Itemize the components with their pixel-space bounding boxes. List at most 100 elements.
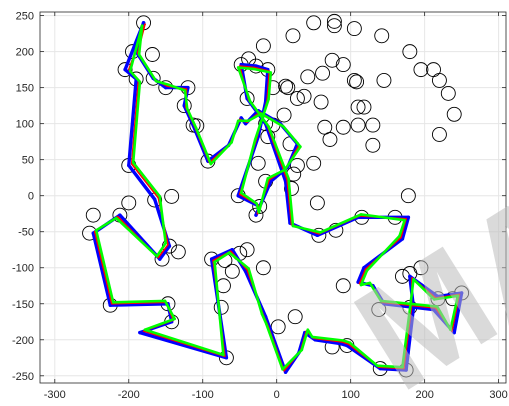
series-red-point [458,293,461,296]
series-red-point [144,23,146,26]
waypoint-circle [164,188,180,204]
tick-labels: -300 -200 -100 0 100 200 300 250 200 150 100 50 0 -50… [12,11,508,401]
series-green-point [228,251,231,254]
waypoint-circle [144,47,160,62]
series-green-point [140,24,144,27]
waypoint-circle [250,155,266,171]
path-series [91,21,464,374]
y-tick-label: 150 [16,83,34,95]
series-blue-point [164,85,168,90]
series-blue-point [186,85,190,90]
series-blue-point [224,356,229,360]
waypoint-circle [356,99,372,115]
series-green-point [259,112,263,115]
series-green-point [348,341,352,344]
series-green-point [236,66,240,69]
waypoint-circle [326,13,342,29]
series-red-point [167,243,169,246]
series-green-point [456,294,460,298]
series-green-point [251,67,255,71]
waypoint-circle [413,260,429,276]
series-blue-point [152,197,157,202]
x-tick-label: 0 [274,389,280,401]
series-green-point [222,353,225,357]
series-green-point [173,317,176,321]
x-tick-label: -200 [118,389,140,401]
series-blue-point [158,257,162,261]
series-green-point [398,234,401,238]
x-tick-label: 200 [415,389,433,401]
waypoint-circle [313,94,329,110]
series-green-point [154,79,158,83]
waypoint-circle [349,74,365,90]
series-blue-point [254,213,258,217]
series-blue-point [127,163,131,168]
y-tick-label: 0 [28,191,34,203]
waypoint-circle [285,28,301,44]
series-green-point [408,308,412,312]
waypoint-circle [145,70,161,86]
y-tick-label: -250 [12,371,34,383]
series-red-point [283,369,285,372]
series-green-point [306,328,310,331]
series-green-point [209,162,213,166]
series-green-point [114,216,118,220]
series-blue-point [459,291,464,295]
series-red-point [238,193,241,196]
waypoint-circles [82,13,470,378]
series-green-point [365,269,369,272]
x-tick-label: -100 [192,389,214,401]
waypoint-circle [350,117,366,133]
series-green-point [359,283,363,287]
series-blue-point [138,330,142,335]
y-tick-label: -100 [12,263,34,275]
series-green-point [269,71,273,74]
series-green-point [213,260,216,264]
series-green-point [247,119,250,123]
series-green-point [379,299,383,303]
waypoint-circle [252,199,268,214]
y-tick-label: -200 [12,335,34,347]
waypoint-circle [346,21,362,37]
y-tick-label: 250 [16,11,34,23]
waypoint-circle [270,319,286,335]
series-green-point [300,348,304,352]
series-red-point [403,367,405,370]
series-green-point [267,125,270,128]
series-red-point [364,268,367,270]
waypoint-circle [300,69,316,85]
series-green-point [185,107,189,110]
waypoint-circle [335,119,351,135]
series-green-point [283,168,287,172]
series-green-point [375,364,379,368]
waypoint-circle [276,107,292,123]
series-red-point [224,355,226,358]
series-red-point [116,215,119,218]
series-green-point [435,305,439,308]
waypoint-circle [324,52,340,68]
series-green-point [167,83,171,87]
waypoint-circle [255,260,271,276]
series-green-point [282,125,285,128]
series-red-point [212,259,214,262]
x-tick-label: -300 [44,389,66,401]
waypoint-circle [371,302,387,317]
waypoint-circle [309,195,325,211]
series-blue-point [406,215,411,220]
waypoint-circle [402,44,418,60]
y-tick-label: -150 [12,299,34,311]
series-green-point [359,213,363,216]
series-green-point [155,254,159,258]
series-blue-point [408,274,412,279]
series-blue-point [283,370,288,374]
series-red-point [451,330,453,332]
series-red-point [411,277,413,279]
series-green-point [138,80,142,84]
series-red-point [358,282,361,285]
series-green-point [247,267,250,270]
waypoint-circle [306,15,322,31]
series-red-point [256,212,259,215]
series-blue-point [230,248,235,252]
series-green-point [158,195,162,198]
waypoint-circle [335,57,351,73]
